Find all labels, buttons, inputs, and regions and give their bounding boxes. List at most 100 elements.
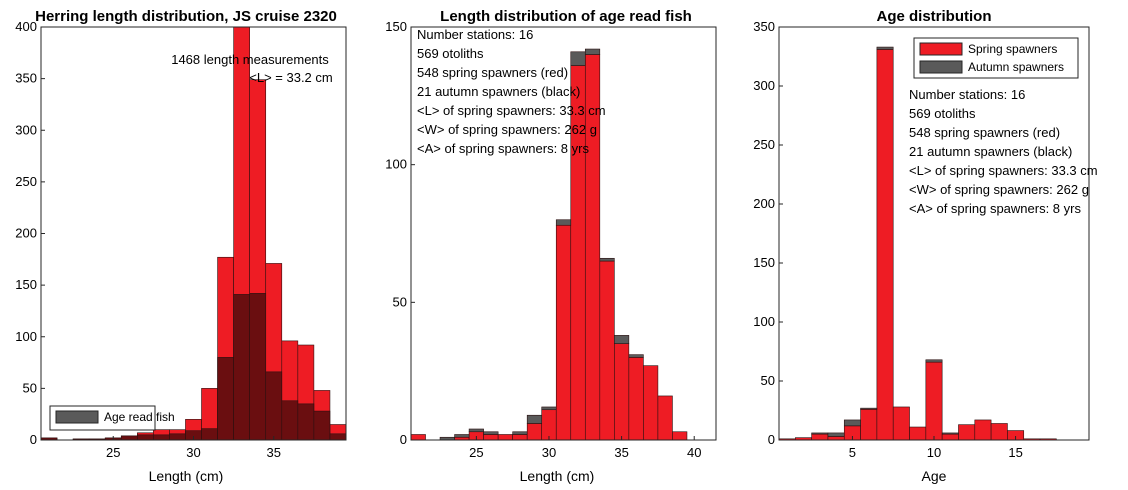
- panel3-annotations: Number stations: 16 569 otoliths 548 sprin…: [909, 87, 1098, 216]
- ytick-label: 300: [15, 122, 37, 137]
- panel3-legend-label-autumn: Autumn spawners: [968, 60, 1064, 74]
- annotation-line: <W> of spring spawners: 262 g: [417, 122, 597, 137]
- bar-autumn-5: [843, 419, 861, 427]
- panel2-annotations: Number stations: 16 569 otoliths 548 sprin…: [417, 27, 606, 156]
- bar-autumn-4: [827, 432, 845, 437]
- annotation-line: Number stations: 16: [417, 27, 533, 42]
- bar-spring-28: [512, 434, 528, 441]
- ytick-label: 50: [761, 373, 775, 388]
- xtick-label: 25: [106, 445, 120, 460]
- bar-spring-39: [672, 431, 688, 441]
- bar-spring-27: [497, 434, 513, 441]
- bar-autumn-36: [628, 354, 644, 358]
- panel1-annotation-mean: <L> = 33.2 cm: [249, 70, 332, 85]
- annotation-line: <L> of spring spawners: 33.3 cm: [909, 163, 1098, 178]
- bar-autumn-11: [941, 432, 959, 435]
- panel1-bars: [40, 26, 347, 441]
- ytick-label: 300: [753, 78, 775, 93]
- panel1-title: Herring length distribution, JS cruise 2…: [35, 8, 337, 25]
- ytick-label: 50: [23, 380, 37, 395]
- bar-autumn-34: [599, 257, 615, 262]
- ytick-label: 150: [753, 255, 775, 270]
- bar-spring-30: [541, 409, 557, 441]
- bar-spring-4: [827, 436, 845, 441]
- ytick-label: 250: [15, 174, 37, 189]
- annotation-line: 548 spring spawners (red): [417, 65, 568, 80]
- annotation-line: 21 autumn spawners (black): [417, 84, 580, 99]
- xtick-label: 30: [542, 445, 556, 460]
- bar-spring-38: [657, 395, 673, 441]
- panel2-title: Length distribution of age read fish: [440, 8, 692, 25]
- panel1-axes-box: [40, 26, 347, 441]
- ytick-label: 0: [768, 432, 775, 447]
- bar-spring-12: [958, 424, 976, 441]
- ytick-label: 0: [30, 432, 37, 447]
- panel3-legend-label-spring: Spring spawners: [968, 42, 1057, 56]
- bar-spring-29: [526, 423, 543, 441]
- bar-age-read-32: [217, 357, 234, 441]
- bar-spring-3: [811, 433, 829, 441]
- bar-age-read-35: [265, 371, 283, 441]
- annotation-line: <A> of spring spawners: 8 yrs: [909, 201, 1081, 216]
- annotation-line: 569 otoliths: [417, 46, 484, 61]
- panel3-legend-swatch-spring: [919, 42, 963, 56]
- panel2-xlabel: Length (cm): [520, 468, 595, 484]
- panel1-annotation-count: 1468 length measurements: [171, 52, 329, 67]
- bar-age-read-28: [153, 434, 170, 441]
- ytick-label: 150: [15, 277, 37, 292]
- annotation-line: <W> of spring spawners: 262 g: [909, 182, 1089, 197]
- bar-autumn-7: [876, 46, 894, 50]
- bar-autumn-35: [614, 335, 630, 344]
- bar-autumn-26: [483, 431, 499, 435]
- panel1-xlabel: Length (cm): [149, 468, 224, 484]
- bar-age-read-36: [281, 400, 299, 441]
- panel2-ticks: 0 50 100 150 25 30 35 40: [385, 19, 701, 460]
- bar-spring-13: [974, 419, 992, 441]
- bar-age-read-37: [297, 403, 315, 441]
- panel1-legend-label: Age read fish: [104, 410, 175, 424]
- bar-spring-9: [909, 426, 927, 441]
- bar-spring-14: [990, 423, 1008, 441]
- panel3-title: Age distribution: [877, 8, 992, 25]
- bar-spring-6: [860, 409, 878, 441]
- ytick-label: 100: [753, 314, 775, 329]
- annotation-line: <L> of spring spawners: 33.3 cm: [417, 103, 606, 118]
- xtick-label: 5: [849, 445, 856, 460]
- panel2-bars: [410, 48, 688, 441]
- xtick-label: 40: [687, 445, 701, 460]
- panel3-axes-box: [778, 26, 1090, 441]
- bar-age-read-39: [329, 433, 347, 441]
- panel1-legend-swatch: [55, 410, 99, 424]
- xtick-label: 15: [1008, 445, 1022, 460]
- bar-spring-21: [410, 434, 426, 441]
- bar-spring-11: [941, 433, 959, 441]
- bar-spring-37: [643, 365, 659, 441]
- panel3-xlabel: Age: [922, 468, 947, 484]
- bar-autumn-25: [468, 428, 484, 433]
- bar-age-read-27: [137, 434, 154, 441]
- bar-age-read-26: [120, 435, 138, 441]
- bar-spring-35: [614, 343, 630, 441]
- ytick-label: 350: [15, 71, 37, 86]
- panel2-axes-box: [410, 26, 717, 441]
- panel-age-read-length: Length distribution of age read fish 0 50…: [385, 8, 717, 484]
- xtick-label: 35: [267, 445, 281, 460]
- xtick-label: 25: [469, 445, 483, 460]
- bar-autumn-33: [584, 48, 601, 55]
- bar-autumn-6: [860, 407, 878, 410]
- ytick-label: 350: [753, 19, 775, 34]
- bar-spring-10: [925, 361, 943, 441]
- bar-age-read-38: [313, 410, 331, 441]
- panel3-legend-swatch-autumn: [919, 60, 963, 74]
- annotation-line: 21 autumn spawners (black): [909, 144, 1072, 159]
- bar-spring-31: [555, 224, 572, 441]
- xtick-label: 30: [186, 445, 200, 460]
- panel1-ticks: 0 50 100 150 200 250 300 350 400 25 30 35: [15, 19, 281, 460]
- bar-age-read-33: [233, 294, 250, 441]
- annotation-line: 569 otoliths: [909, 106, 976, 121]
- ytick-label: 100: [385, 157, 407, 172]
- ytick-label: 200: [15, 226, 37, 241]
- panel-age-distribution: Age distribution 0 50 100 150 200 250 300 350 5 1…: [753, 8, 1097, 484]
- bar-spring-26: [483, 434, 499, 441]
